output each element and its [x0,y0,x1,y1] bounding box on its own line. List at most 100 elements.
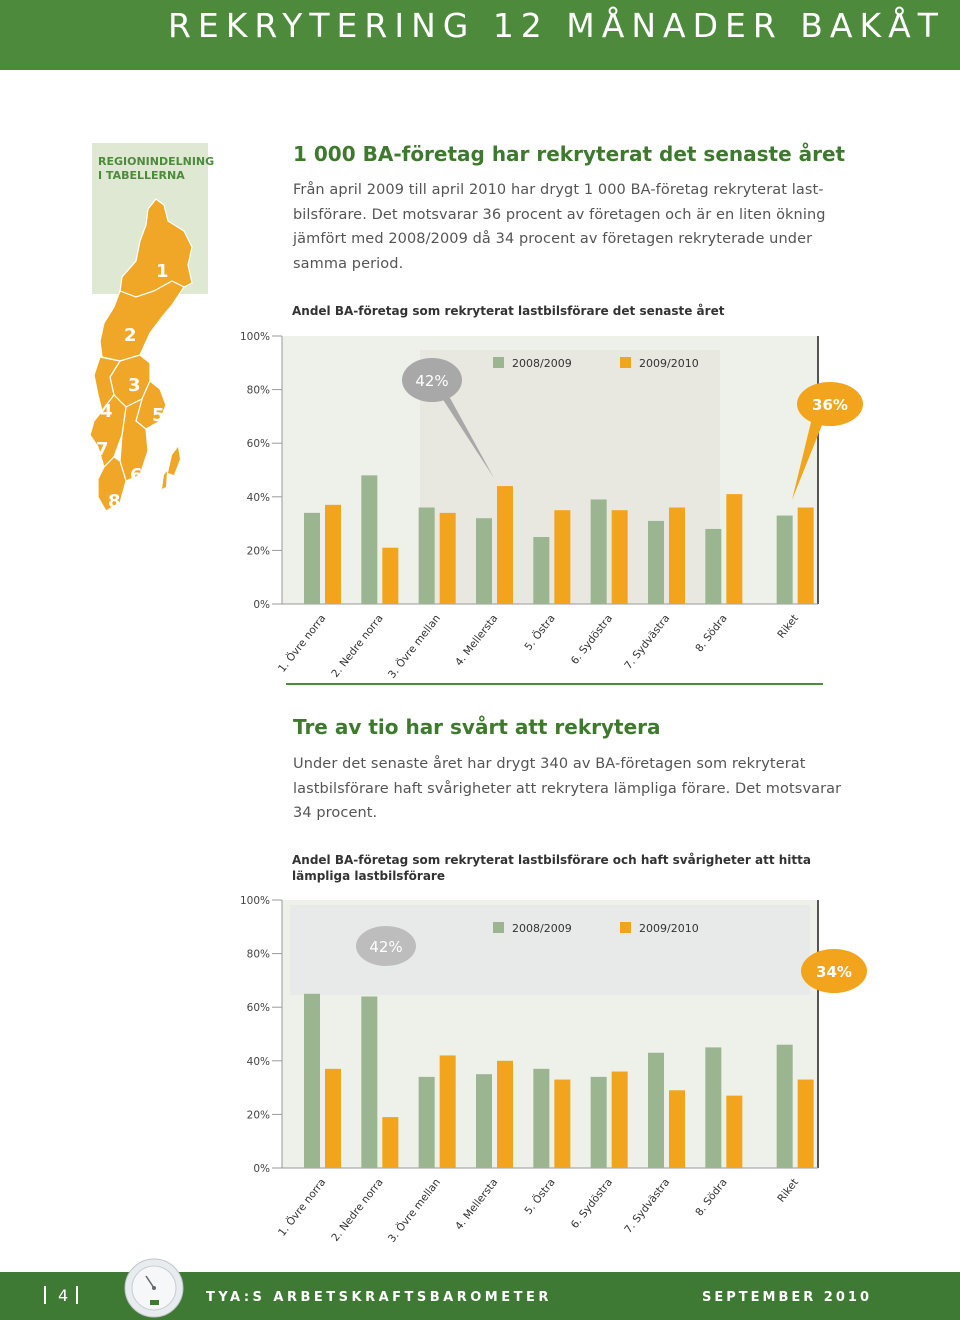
chart1-y-tick-label: 100% [240,331,270,343]
chart1-bar-2008-3 [418,507,435,604]
map-label-7: 7 [96,439,109,460]
top-banner: REKRYTERING 12 MÅNADER BAKÅT [0,0,960,70]
chart2-bar-2009-6 [611,1071,628,1168]
chart1-title: Andel BA-företag som rekryterat lastbils… [292,304,725,318]
map-label-2: 2 [124,325,137,346]
section1-line: jämfört med 2008/2009 då 34 procent av f… [293,231,813,247]
chart1-y-tick-label: 20% [247,545,270,557]
chart1-bar-2008-8 [705,528,722,604]
chart2-category-label: 3. Övre mellan [385,1176,443,1245]
chart2-y-tick-label: 0% [253,1163,270,1175]
chart2-category-label: 4. Mellersta [453,1176,500,1232]
section1-line: bilsförare. Det motsvarar 36 procent av … [293,206,826,223]
legend-label-2008: 2008/2009 [512,357,572,370]
chart1-bar-2009-2 [382,547,399,604]
map-label-5: 5 [152,405,165,426]
chart2-category-label: 6. Sydöstra [569,1176,615,1230]
chart2-bar-2009-7 [669,1090,685,1168]
section2-heading: Tre av tio har svårt att rekrytera [293,715,661,739]
callout-36-label: 36% [812,396,848,414]
chart1-bar-2009-1 [325,504,341,604]
callout-42-label: 42% [415,372,448,390]
chart1-bar-2009-7 [669,507,685,604]
callout-42-chart1: 42% [402,358,494,478]
section2-line: lastbilsförare haft svårigheter att rekr… [293,780,842,797]
sweden-region-map: 1 2 3 4 5 6 7 8 [89,198,193,512]
legend-label-2009: 2009/2010 [639,357,699,370]
barometer-badge-icon [124,1258,184,1318]
callout-36-chart1: 36% [792,382,863,500]
map-region-7 [89,394,127,469]
chart-recruited: Andel BA-företag som rekryterat lastbils… [240,304,863,681]
chart1-bar-2009-5 [554,510,571,604]
region-title-line2: I TABELLERNA [98,169,185,182]
chart2-y-tick-label: 20% [247,1109,270,1121]
section1-line: Från april 2009 till april 2010 har dryg… [293,182,824,198]
chart1-bar-2008-5 [533,537,550,604]
chart2-category-label: 1. Övre norra [275,1176,328,1239]
section2-line: Under det senaste året har drygt 340 av … [293,756,806,772]
chart1-bar-2009-9 [797,507,814,604]
chart1-bar-2008-2 [361,475,378,604]
chart2-y-tick-label: 100% [240,895,270,907]
map-region-8 [97,456,127,512]
section1-line: samma period. [293,255,404,272]
chart2-bar-2009-9 [797,1079,814,1168]
chart1-bar-2008-4 [476,518,492,604]
chart1-bar-2009-6 [611,510,628,604]
chart2-bar-2008-9 [776,1044,793,1168]
chart1-bar-2008-1 [304,512,320,604]
chart2-bar-2008-4 [476,1074,492,1168]
chart2-title-line1: Andel BA-företag som rekryterat lastbils… [292,853,811,867]
map-label-8: 8 [108,491,121,512]
chart2-y-tick-label: 40% [247,1056,270,1068]
footer-brand: TYA:S ARBETSKRAFTSBAROMETER [206,1290,552,1305]
chart1-bar-2008-9 [776,515,793,604]
map-label-1: 1 [156,261,169,282]
chart1-bar-2009-4 [497,486,513,604]
map-island-oland [162,471,167,489]
chart2-category-label: 5. Östra [522,1176,558,1217]
chart2-title-line2: lämpliga lastbilsförare [292,869,445,883]
section-divider [286,683,823,685]
legend-swatch-2009 [620,357,631,368]
chart1-bar-2009-3 [439,512,456,604]
chart2-bar-2009-4 [497,1060,513,1168]
callout-34-chart2: 34% [801,949,867,993]
chart2-bar-2008-6 [590,1076,607,1168]
legend2-label-2008: 2008/2009 [512,922,572,935]
chart2-category-label: Riket [775,1176,801,1204]
chart1-bar-2008-6 [590,499,607,604]
callout-42-chart2: 42% [356,926,416,966]
chart2-category-label: 2. Nedre norra [329,1176,385,1243]
chart1-y-tick-label: 0% [253,599,270,611]
legend2-swatch-2008 [493,922,504,933]
map-region-6 [119,397,149,482]
callout2-34-label: 34% [816,963,852,981]
chart2-bar-2009-5 [554,1079,571,1168]
section2-body: Under det senaste året har drygt 340 av … [293,752,841,826]
region-title-line1: REGIONINDELNING [98,155,215,168]
legend2-swatch-2009 [620,922,631,933]
chart1-y-tick-label: 80% [247,385,270,397]
chart1-bar-2008-7 [648,520,664,604]
legend-swatch-2008 [493,357,504,368]
chart-difficulty: Andel BA-företag som rekryterat lastbils… [240,853,867,1245]
map-region-2 [99,280,185,362]
section1-body: Från april 2009 till april 2010 har dryg… [293,178,826,276]
page-number: 4 [58,1286,69,1305]
section1-heading: 1 000 BA-företag har rekryterat det sena… [293,142,846,166]
chart2-bar-2008-5 [533,1068,550,1168]
page-number-bar-left [44,1286,46,1304]
chart2-bar-2009-8 [726,1095,743,1168]
map-label-6: 6 [130,465,143,486]
legend2-label-2009: 2009/2010 [639,922,699,935]
chart1-y-tick-label: 40% [247,492,270,504]
chart2-y-tick-label: 60% [247,1002,270,1014]
callout2-42-label: 42% [369,938,402,956]
chart2-bar-2009-2 [382,1117,399,1168]
chart2-bar-2009-1 [325,1068,341,1168]
chart1-y-tick-label: 60% [247,438,270,450]
map-label-3: 3 [128,375,141,396]
chart2-bar-2008-1 [304,993,320,1168]
